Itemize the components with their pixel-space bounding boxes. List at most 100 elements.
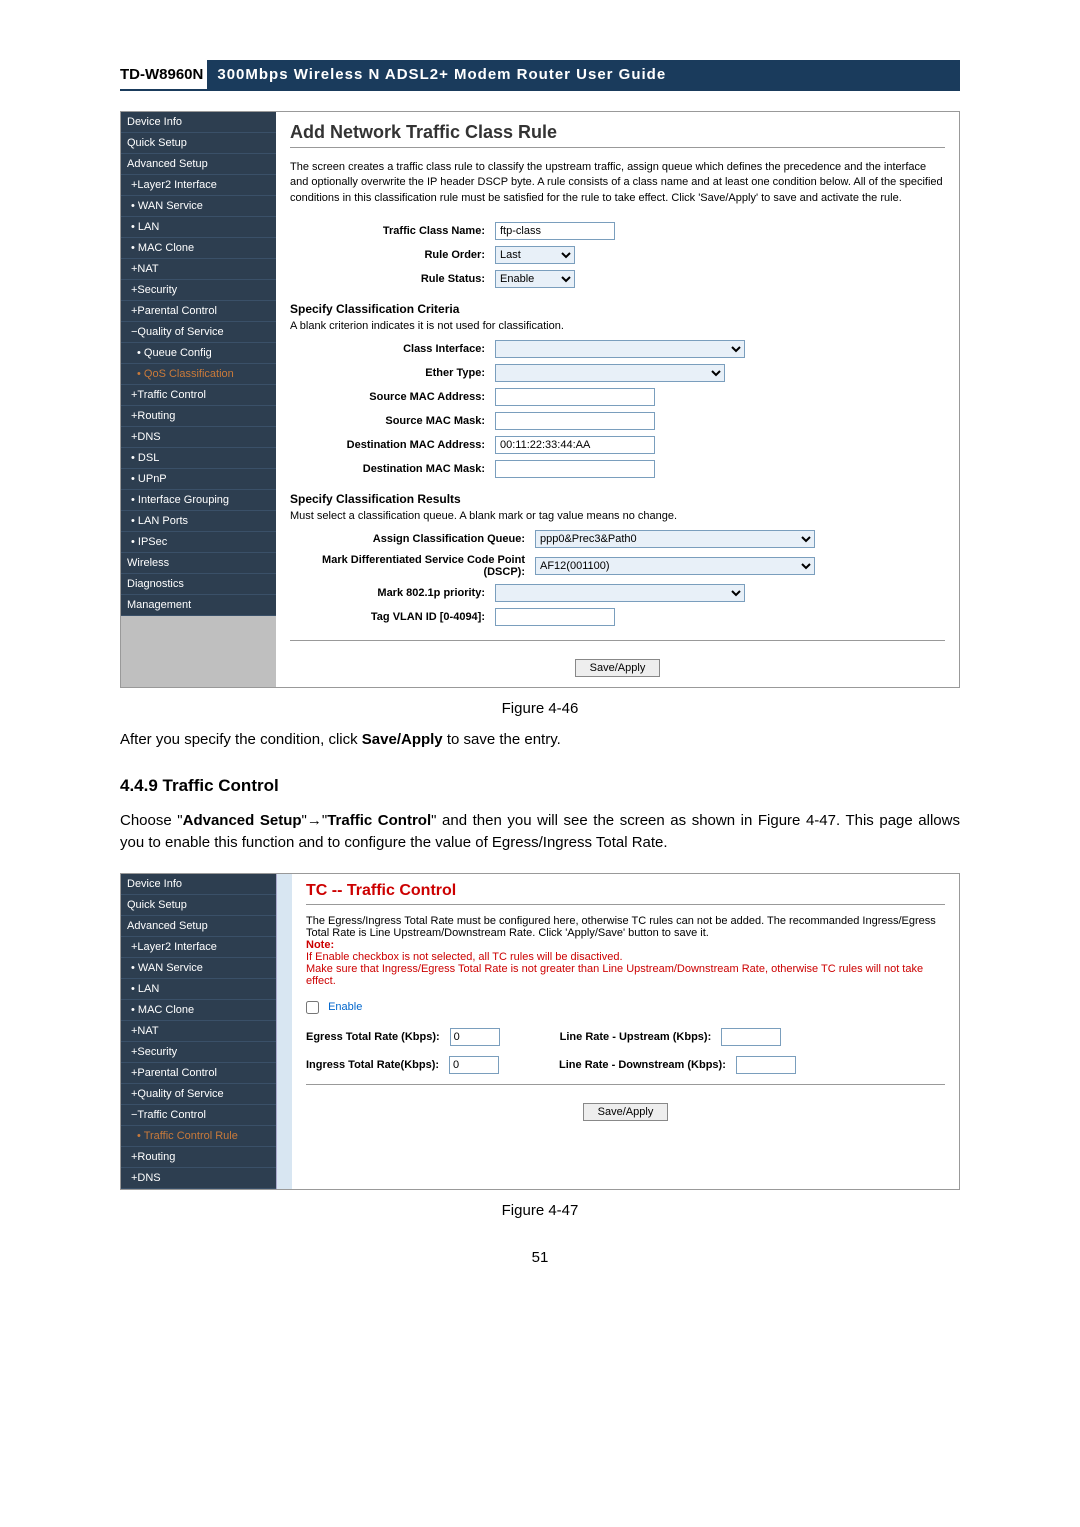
nav-upnp[interactable]: • UPnP [121, 469, 276, 490]
main-panel-2: TC -- Traffic Control The Egress/Ingress… [292, 874, 959, 1189]
label-tcname: Traffic Class Name: [290, 225, 495, 237]
nav-qos[interactable]: −Quality of Service [121, 322, 276, 343]
ingress-label: Ingress Total Rate(Kbps): [306, 1059, 439, 1071]
panel-title: Add Network Traffic Class Rule [290, 122, 945, 143]
model-number: TD-W8960N [120, 60, 207, 89]
nav-dns[interactable]: +DNS [121, 427, 276, 448]
nav2-advanced-setup[interactable]: Advanced Setup [121, 916, 276, 937]
label-src-mask: Source MAC Mask: [290, 415, 495, 427]
tc-note-line1: If Enable checkbox is not selected, all … [306, 951, 945, 963]
input-dst-mask[interactable] [495, 460, 655, 478]
scrollbar-track[interactable] [276, 874, 292, 1189]
downstream-input[interactable] [736, 1056, 796, 1074]
select-8021p[interactable] [495, 584, 745, 602]
ingress-input[interactable] [449, 1056, 499, 1074]
label-vlan: Tag VLAN ID [0-4094]: [290, 611, 495, 623]
nav-traffic-control[interactable]: +Traffic Control [121, 385, 276, 406]
nav2-wan-service[interactable]: • WAN Service [121, 958, 276, 979]
upstream-input[interactable] [721, 1028, 781, 1046]
criteria-heading: Specify Classification Criteria [290, 302, 945, 316]
nav-lan[interactable]: • LAN [121, 217, 276, 238]
nav-parental[interactable]: +Parental Control [121, 301, 276, 322]
label-dscp: Mark Differentiated Service Code Point (… [290, 554, 535, 578]
downstream-label: Line Rate - Downstream (Kbps): [559, 1059, 726, 1071]
input-src-mask[interactable] [495, 412, 655, 430]
nav2-qos[interactable]: +Quality of Service [121, 1084, 276, 1105]
select-class-iface[interactable] [495, 340, 745, 358]
nav-queue-config[interactable]: • Queue Config [121, 343, 276, 364]
nav-sidebar-2: Device Info Quick Setup Advanced Setup +… [121, 874, 276, 1189]
nav2-traffic-control[interactable]: −Traffic Control [121, 1105, 276, 1126]
main-panel: Add Network Traffic Class Rule The scree… [276, 112, 959, 687]
results-heading: Specify Classification Results [290, 492, 945, 506]
nav2-tc-rule[interactable]: • Traffic Control Rule [121, 1126, 276, 1147]
select-assign-queue[interactable]: ppp0&Prec3&Path0 [535, 530, 815, 548]
tc-intro: The Egress/Ingress Total Rate must be co… [306, 915, 945, 939]
upstream-label: Line Rate - Upstream (Kbps): [560, 1031, 712, 1043]
nav2-device-info[interactable]: Device Info [121, 874, 276, 895]
nav2-layer2[interactable]: +Layer2 Interface [121, 937, 276, 958]
tc-note-label: Note: [306, 939, 334, 951]
input-dst-mac[interactable] [495, 436, 655, 454]
body-text-after-fig1: After you specify the condition, click S… [120, 729, 960, 752]
nav-layer2[interactable]: +Layer2 Interface [121, 175, 276, 196]
nav-management[interactable]: Management [121, 595, 276, 616]
nav2-quick-setup[interactable]: Quick Setup [121, 895, 276, 916]
nav-lan-ports[interactable]: • LAN Ports [121, 511, 276, 532]
nav-nat[interactable]: +NAT [121, 259, 276, 280]
select-rule-status[interactable]: Enable [495, 270, 575, 288]
nav-qos-classification[interactable]: • QoS Classification [121, 364, 276, 385]
nav2-parental[interactable]: +Parental Control [121, 1063, 276, 1084]
input-tcname[interactable] [495, 222, 615, 240]
nav-diagnostics[interactable]: Diagnostics [121, 574, 276, 595]
nav-mac-clone[interactable]: • MAC Clone [121, 238, 276, 259]
nav2-lan[interactable]: • LAN [121, 979, 276, 1000]
input-vlan[interactable] [495, 608, 615, 626]
tc-title: TC -- Traffic Control [306, 882, 945, 900]
nav-routing[interactable]: +Routing [121, 406, 276, 427]
nav2-nat[interactable]: +NAT [121, 1021, 276, 1042]
nav-ipsec[interactable]: • IPSec [121, 532, 276, 553]
select-rule-order[interactable]: Last [495, 246, 575, 264]
egress-input[interactable] [450, 1028, 500, 1046]
nav-wireless[interactable]: Wireless [121, 553, 276, 574]
nav-sidebar: Device Info Quick Setup Advanced Setup +… [121, 112, 276, 687]
nav-quick-setup[interactable]: Quick Setup [121, 133, 276, 154]
enable-label: Enable [328, 1001, 362, 1013]
nav2-dns[interactable]: +DNS [121, 1168, 276, 1189]
panel-intro: The screen creates a traffic class rule … [290, 160, 945, 206]
label-rule-order: Rule Order: [290, 249, 495, 261]
section-449-heading: 4.4.9 Traffic Control [120, 776, 960, 796]
enable-checkbox[interactable] [306, 1001, 319, 1014]
figure-caption-2: Figure 4-47 [120, 1202, 960, 1219]
label-8021p: Mark 802.1p priority: [290, 587, 495, 599]
input-src-mac[interactable] [495, 388, 655, 406]
label-ether-type: Ether Type: [290, 367, 495, 379]
nav-iface-group[interactable]: • Interface Grouping [121, 490, 276, 511]
nav-wan-service[interactable]: • WAN Service [121, 196, 276, 217]
results-note: Must select a classification queue. A bl… [290, 510, 945, 522]
save-apply-button[interactable]: Save/Apply [575, 659, 661, 677]
egress-label: Egress Total Rate (Kbps): [306, 1031, 440, 1043]
nav2-routing[interactable]: +Routing [121, 1147, 276, 1168]
nav2-mac-clone[interactable]: • MAC Clone [121, 1000, 276, 1021]
label-rule-status: Rule Status: [290, 273, 495, 285]
page-number: 51 [120, 1249, 960, 1266]
criteria-note: A blank criterion indicates it is not us… [290, 320, 945, 332]
label-class-iface: Class Interface: [290, 343, 495, 355]
tc-note-line2: Make sure that Ingress/Egress Total Rate… [306, 963, 945, 987]
nav-dsl[interactable]: • DSL [121, 448, 276, 469]
nav-security[interactable]: +Security [121, 280, 276, 301]
figure-caption-1: Figure 4-46 [120, 700, 960, 717]
nav2-security[interactable]: +Security [121, 1042, 276, 1063]
label-dst-mask: Destination MAC Mask: [290, 463, 495, 475]
doc-header: TD-W8960N 300Mbps Wireless N ADSL2+ Mode… [120, 60, 960, 91]
screenshot-add-traffic-class: Device Info Quick Setup Advanced Setup +… [120, 111, 960, 688]
label-src-mac: Source MAC Address: [290, 391, 495, 403]
doc-title: 300Mbps Wireless N ADSL2+ Modem Router U… [207, 60, 960, 89]
tc-save-apply-button[interactable]: Save/Apply [583, 1103, 669, 1121]
nav-device-info[interactable]: Device Info [121, 112, 276, 133]
select-ether-type[interactable] [495, 364, 725, 382]
select-dscp[interactable]: AF12(001100) [535, 557, 815, 575]
nav-advanced-setup[interactable]: Advanced Setup [121, 154, 276, 175]
